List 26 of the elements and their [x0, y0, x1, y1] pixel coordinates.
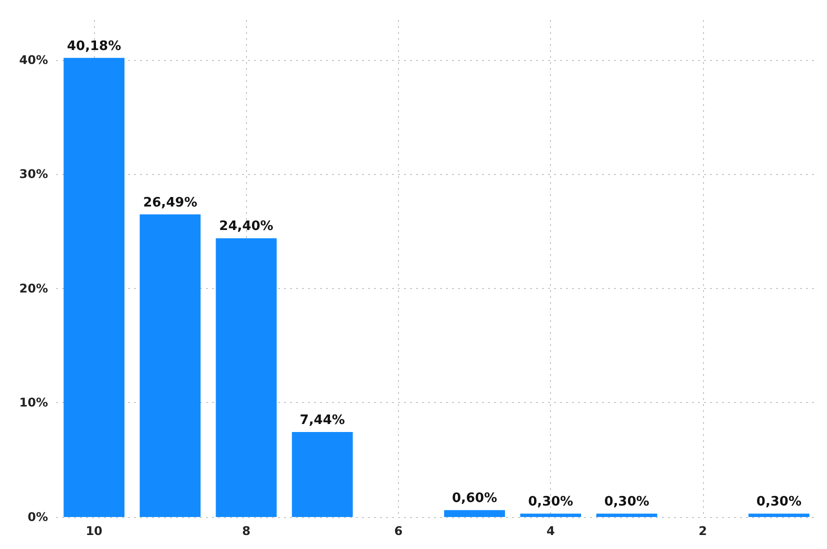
y-tick-label: 30%: [19, 167, 48, 182]
bar: [216, 238, 277, 517]
bar: [444, 510, 505, 517]
data-label: 24,40%: [219, 219, 274, 234]
x-tick-label: 6: [394, 524, 403, 538]
data-label: 7,44%: [300, 412, 345, 428]
x-tick-label: 8: [242, 524, 250, 538]
x-tick-label: 2: [698, 524, 708, 538]
data-label: 0,30%: [756, 494, 802, 510]
data-label: 0,60%: [452, 491, 498, 506]
data-label: 26,49%: [143, 195, 198, 210]
data-label: 0,30%: [528, 494, 574, 510]
data-label: 0,30%: [604, 494, 650, 510]
y-tick-label: 10%: [19, 396, 48, 410]
y-tick-label: 40%: [19, 52, 48, 67]
y-tick-label: 0%: [28, 510, 48, 524]
data-label: 40,18%: [66, 38, 122, 54]
bar: [596, 514, 658, 517]
bar: [292, 432, 353, 517]
x-tick-label: 10: [86, 524, 102, 538]
x-tick-label: 4: [546, 524, 555, 538]
bar: [140, 214, 201, 517]
y-tick-label: 20%: [19, 281, 48, 296]
bar: [520, 514, 582, 517]
bar: [748, 514, 810, 517]
bar: [64, 58, 124, 517]
